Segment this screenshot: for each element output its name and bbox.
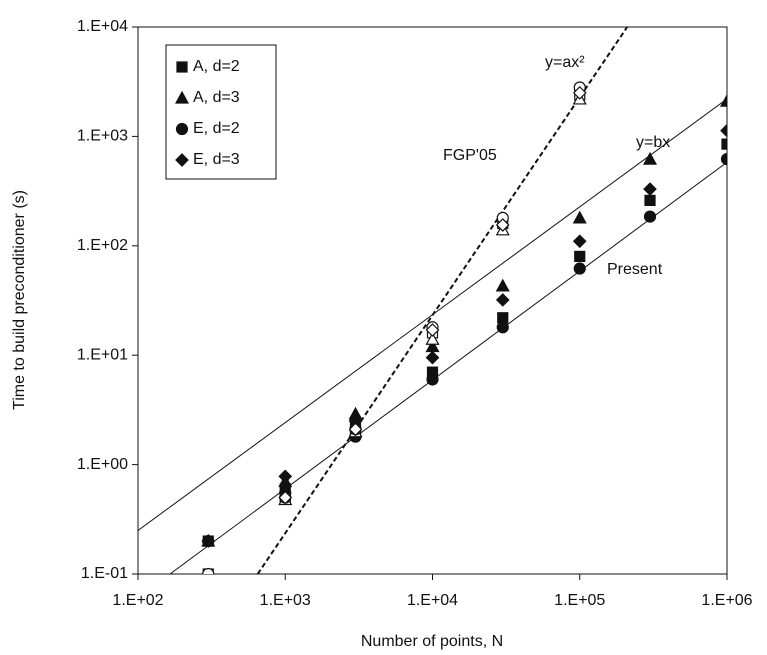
marker — [201, 534, 216, 548]
marker — [495, 293, 510, 307]
marker — [720, 123, 727, 138]
marker — [572, 210, 587, 224]
annotation: FGP'05 — [443, 147, 497, 164]
marker — [572, 234, 587, 249]
marker — [642, 151, 658, 165]
x-tick-label: 1.E+06 — [701, 592, 752, 609]
marker — [278, 490, 293, 505]
y-tick-label: 1.E+00 — [77, 456, 128, 473]
marker — [573, 262, 586, 275]
marker — [425, 331, 440, 345]
y-tick-label: 1.E+03 — [77, 128, 128, 145]
marker — [174, 90, 190, 104]
fit-line — [138, 98, 727, 531]
marker — [574, 250, 586, 263]
annotation: Present — [607, 261, 663, 278]
plot-area — [138, 27, 727, 574]
fit-line — [169, 161, 727, 574]
annotation: y=bx — [636, 134, 670, 151]
x-tick-label: 1.E+04 — [407, 592, 458, 609]
marker — [644, 194, 656, 207]
x-tick-label: 1.E+02 — [112, 592, 163, 609]
marker — [348, 422, 363, 437]
marker — [202, 567, 215, 574]
marker — [495, 278, 510, 292]
y-tick-label: 1.E+04 — [77, 18, 128, 35]
marker — [572, 86, 587, 100]
y-tick-label: 1.E+01 — [77, 346, 128, 363]
fit-line — [256, 27, 629, 574]
marker — [643, 210, 657, 223]
legend-label: E, d=2 — [193, 120, 240, 137]
marker — [425, 323, 440, 337]
marker — [719, 93, 727, 107]
marker — [643, 182, 657, 196]
legend-label: E, d=3 — [193, 151, 240, 168]
marker — [175, 153, 189, 167]
marker — [495, 218, 510, 232]
marker — [175, 122, 189, 136]
marker — [721, 138, 727, 150]
marker — [176, 61, 188, 73]
y-tick-label: 1.E+02 — [77, 237, 128, 254]
x-tick-label: 1.E+03 — [260, 592, 311, 609]
legend-label: A, d=3 — [193, 89, 240, 106]
marker — [278, 469, 293, 484]
marker — [426, 373, 439, 386]
x-tick-label: 1.E+05 — [554, 592, 605, 609]
marker — [425, 350, 440, 365]
y-tick-label: 1.E-01 — [81, 565, 128, 582]
legend-label: A, d=2 — [193, 58, 240, 75]
marker — [720, 153, 727, 166]
y-axis-title: Time to build preconditioner (s) — [11, 190, 28, 410]
x-axis-title: Number of points, N — [361, 633, 503, 650]
annotation: y=ax² — [545, 54, 585, 71]
marker — [496, 321, 509, 334]
